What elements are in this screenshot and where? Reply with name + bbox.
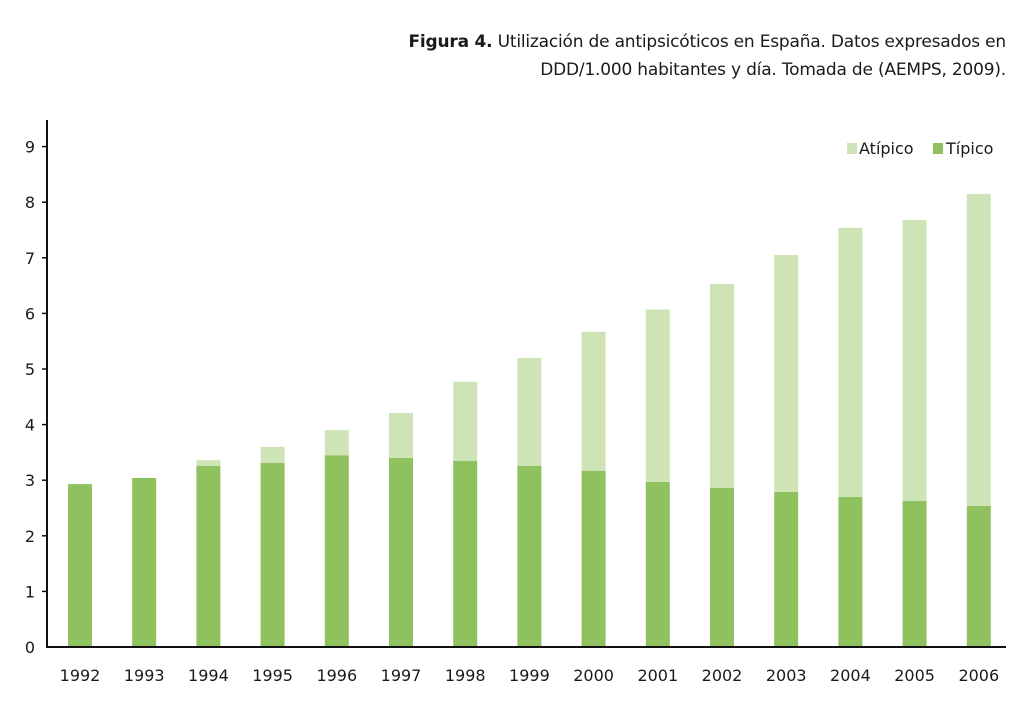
y-tick-label: 9	[25, 138, 35, 157]
bar-tipico-2005	[902, 500, 927, 647]
bar-tipico-1992	[68, 484, 92, 647]
x-tick-label: 2006	[958, 666, 999, 685]
y-tick-label: 3	[25, 471, 35, 490]
bar-atipico-1996	[324, 430, 349, 456]
axes-group: 1992 1993 1994 1995 1996 1997 1998 1999 2000 2001…	[25, 120, 1006, 685]
x-tick-label: 2002	[702, 666, 743, 685]
bar-tipico-1998	[453, 460, 478, 647]
x-tick-label: 2000	[573, 666, 614, 685]
legend-swatch-tipico	[933, 143, 943, 154]
legend-swatch-atipico	[847, 143, 857, 154]
legend-label-tipico: Típico	[945, 139, 993, 158]
bar-atipico-2000	[581, 331, 606, 471]
bar-tipico-1997	[389, 457, 413, 647]
legend: Atípico Típico	[847, 139, 993, 158]
bar-atipico-1999	[517, 357, 542, 466]
caption-figure-number: Figura 4.	[408, 32, 493, 52]
x-tick-label: 1995	[252, 666, 293, 685]
bar-tipico-1996	[324, 455, 349, 647]
x-tick-label: 1994	[188, 666, 229, 685]
x-tick-label: 1999	[509, 666, 550, 685]
bars-group	[68, 193, 991, 647]
y-tick-label: 5	[25, 360, 35, 379]
caption-text-1: Utilización de antipsicóticos en España.…	[492, 32, 1007, 52]
x-tick-label: 1998	[445, 666, 486, 685]
bar-atipico-2003	[774, 255, 799, 492]
bar-atipico-2001	[645, 309, 670, 482]
bar-tipico-2001	[645, 481, 670, 647]
bar-tipico-1993	[132, 477, 157, 647]
legend-label-atipico: Atípico	[859, 139, 914, 158]
bar-atipico-2004	[838, 227, 863, 497]
y-tick-label: 0	[25, 638, 35, 657]
bar-atipico-1994	[196, 460, 221, 466]
y-tick-label: 7	[25, 249, 35, 268]
bar-tipico-2004	[838, 496, 863, 647]
x-tick-label: 2001	[637, 666, 678, 685]
bar-tipico-2006	[966, 505, 991, 647]
x-tick-label: 2003	[766, 666, 807, 685]
x-tick-label: 1992	[60, 666, 101, 685]
bar-tipico-1995	[260, 462, 285, 647]
bar-atipico-2002	[710, 283, 734, 488]
caption-text-2: DDD/1.000 habitantes y día. Tomada de (A…	[540, 60, 1006, 80]
bar-tipico-1999	[517, 465, 542, 647]
y-tick-label: 4	[25, 416, 35, 435]
bar-tipico-2000	[581, 470, 606, 647]
bar-atipico-2005	[902, 219, 927, 501]
bar-atipico-1995	[260, 446, 285, 463]
bar-tipico-2002	[710, 487, 734, 647]
x-tick-label: 1997	[381, 666, 422, 685]
y-tick-label: 6	[25, 304, 35, 323]
bar-atipico-1997	[389, 412, 413, 458]
bar-tipico-2003	[774, 491, 799, 647]
x-tick-label: 2004	[830, 666, 871, 685]
y-tick-label: 8	[25, 193, 35, 212]
x-tick-label: 1993	[124, 666, 165, 685]
bar-atipico-1998	[453, 381, 478, 461]
y-tick-label: 1	[25, 582, 35, 601]
y-tick-label: 2	[25, 527, 35, 546]
figure-caption: Figura 4. Utilización de antipsicóticos …	[408, 28, 1006, 84]
bar-atipico-2006	[966, 193, 991, 506]
caption-line-1: Figura 4. Utilización de antipsicóticos …	[408, 28, 1006, 56]
bar-tipico-1994	[196, 465, 221, 647]
x-tick-label: 1996	[316, 666, 357, 685]
x-tick-label: 2005	[894, 666, 935, 685]
